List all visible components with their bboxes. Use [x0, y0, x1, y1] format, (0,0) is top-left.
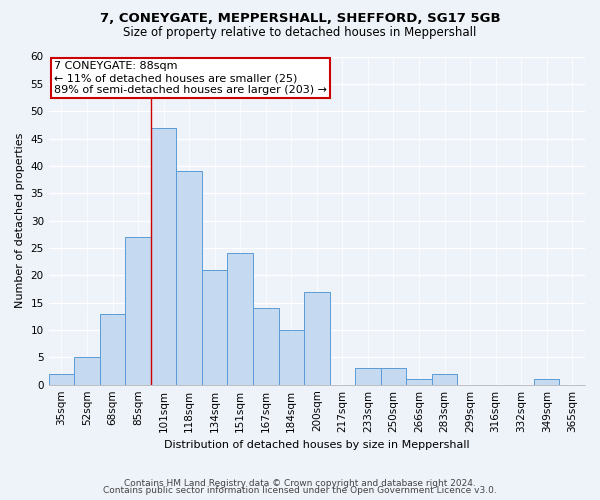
Bar	[202, 270, 227, 384]
Bar	[125, 237, 151, 384]
Text: 7 CONEYGATE: 88sqm
← 11% of detached houses are smaller (25)
89% of semi-detache: 7 CONEYGATE: 88sqm ← 11% of detached hou…	[54, 62, 327, 94]
Y-axis label: Number of detached properties: Number of detached properties	[15, 133, 25, 308]
Bar	[253, 308, 278, 384]
Bar	[49, 374, 74, 384]
Bar	[355, 368, 380, 384]
Bar	[534, 379, 559, 384]
Text: Contains public sector information licensed under the Open Government Licence v3: Contains public sector information licen…	[103, 486, 497, 495]
Bar	[278, 330, 304, 384]
Text: 7, CONEYGATE, MEPPERSHALL, SHEFFORD, SG17 5GB: 7, CONEYGATE, MEPPERSHALL, SHEFFORD, SG1…	[100, 12, 500, 26]
Bar	[227, 254, 253, 384]
Bar	[406, 379, 432, 384]
Bar	[151, 128, 176, 384]
X-axis label: Distribution of detached houses by size in Meppershall: Distribution of detached houses by size …	[164, 440, 470, 450]
Text: Size of property relative to detached houses in Meppershall: Size of property relative to detached ho…	[124, 26, 476, 39]
Text: Contains HM Land Registry data © Crown copyright and database right 2024.: Contains HM Land Registry data © Crown c…	[124, 478, 476, 488]
Bar	[380, 368, 406, 384]
Bar	[432, 374, 457, 384]
Bar	[100, 314, 125, 384]
Bar	[304, 292, 329, 384]
Bar	[74, 358, 100, 384]
Bar	[176, 172, 202, 384]
